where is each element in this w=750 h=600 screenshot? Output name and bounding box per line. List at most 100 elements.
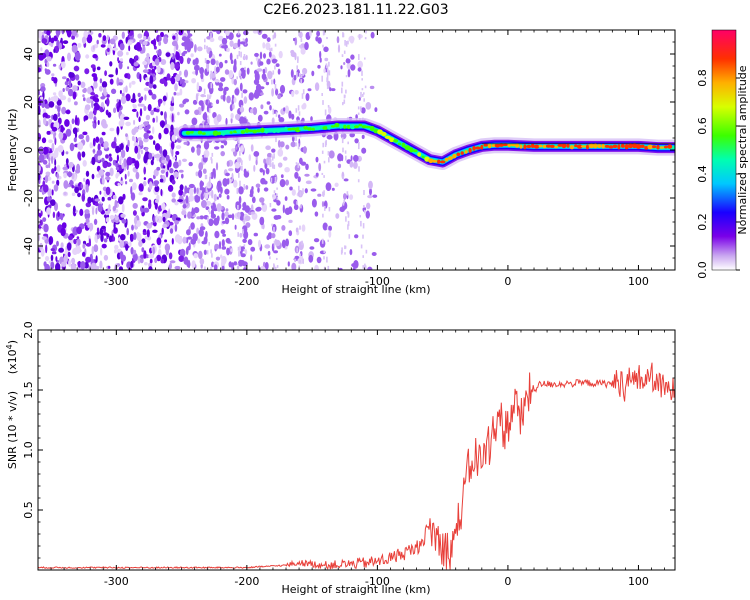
heatmap-cell xyxy=(43,223,49,233)
heatmap-cell xyxy=(269,105,272,111)
heatmap-cell xyxy=(85,184,89,193)
heatmap-cell xyxy=(177,236,183,245)
heatmap-cell xyxy=(260,265,265,270)
heatmap-cell xyxy=(178,169,184,173)
heatmap-cell xyxy=(266,37,271,42)
heatmap-cell xyxy=(94,104,100,111)
heatmap-cell xyxy=(220,145,224,149)
heatmap-cell xyxy=(266,101,271,105)
heatmap-cell xyxy=(227,70,230,75)
heatmap-cell xyxy=(82,131,88,136)
heatmap-cell xyxy=(323,175,325,178)
heatmap-cell xyxy=(218,193,222,198)
heatmap-cell xyxy=(664,145,668,149)
heatmap-cell xyxy=(51,251,57,255)
heatmap-cell xyxy=(100,247,103,256)
heatmap-cell xyxy=(597,144,602,148)
heatmap-cell xyxy=(179,88,183,96)
heatmap-cell xyxy=(269,161,271,167)
heatmap-cell xyxy=(41,99,46,108)
heatmap-cell xyxy=(102,123,108,129)
heatmap-cell xyxy=(301,240,303,246)
heatmap-cell xyxy=(311,70,315,77)
heatmap-cell xyxy=(310,188,317,192)
heatmap-cell xyxy=(323,46,329,53)
heatmap-cell xyxy=(115,145,120,154)
heatmap-cell xyxy=(350,64,356,71)
heatmap-cell xyxy=(300,38,303,42)
heatmap-cell xyxy=(57,145,64,153)
heatmap-cell xyxy=(168,208,171,217)
heatmap-cell xyxy=(77,43,82,48)
heatmap-cell xyxy=(357,112,360,115)
heatmap-cell xyxy=(203,249,207,255)
heatmap-cell xyxy=(99,78,103,84)
heatmap-cell xyxy=(217,35,224,41)
heatmap-cell xyxy=(193,253,198,259)
heatmap-cell xyxy=(199,258,205,265)
heatmap-cell xyxy=(397,142,402,146)
heatmap-cell xyxy=(91,156,96,166)
heatmap-cell xyxy=(118,82,123,86)
heatmap-cell xyxy=(85,170,90,177)
heatmap-cell xyxy=(81,36,87,44)
heatmap-cell xyxy=(243,218,246,223)
heatmap-cell xyxy=(76,236,80,240)
heatmap-cell xyxy=(74,101,78,106)
heatmap-cell xyxy=(254,52,259,57)
heatmap-cell xyxy=(81,151,86,158)
heatmap-cell xyxy=(181,210,187,216)
heatmap-cell xyxy=(344,252,346,255)
heatmap-cell xyxy=(297,176,301,183)
colorbar: 0.0 0.2 0.4 0.6 0.8 Normalized spectral ampl… xyxy=(696,29,749,279)
heatmap-cell xyxy=(247,239,253,246)
heatmap-cell xyxy=(361,147,367,154)
heatmap-cell xyxy=(612,144,618,148)
heatmap-cell xyxy=(238,172,240,178)
heatmap-cell xyxy=(87,86,93,95)
heatmap-cell xyxy=(279,179,286,188)
heatmap-cell xyxy=(178,255,185,262)
heatmap-cell xyxy=(102,35,107,42)
heatmap-cell xyxy=(343,99,346,104)
heatmap-cell xyxy=(125,85,128,93)
heatmap-cell xyxy=(196,187,199,194)
heatmap-cell xyxy=(337,44,341,53)
heatmap-cell xyxy=(220,229,226,235)
heatmap-cell xyxy=(169,168,174,174)
heatmap-cell xyxy=(170,62,175,70)
heatmap-cell xyxy=(318,162,322,172)
heatmap-cell xyxy=(253,232,258,237)
heatmap-cell xyxy=(117,182,120,187)
heatmap-cell xyxy=(237,246,240,251)
heatmap-cell xyxy=(71,35,75,40)
heatmap-cell xyxy=(302,258,304,264)
heatmap-cell xyxy=(241,92,243,98)
heatmap-cell xyxy=(178,189,184,196)
heatmap-cell xyxy=(221,37,228,45)
heatmap-cell xyxy=(222,93,226,102)
heatmap-cell xyxy=(357,106,360,110)
heatmap-cell xyxy=(56,240,59,247)
heatmap-cell xyxy=(154,154,158,158)
heatmap-cell xyxy=(345,89,347,94)
heatmap-cell xyxy=(53,184,59,192)
heatmap-cell xyxy=(125,93,131,102)
heatmap-cell xyxy=(546,144,551,148)
heatmap-cell xyxy=(48,236,52,246)
heatmap-cell xyxy=(329,87,332,92)
heatmap-cell xyxy=(74,52,81,61)
heatmap-cell xyxy=(193,207,200,214)
heatmap-cell xyxy=(295,162,298,165)
heatmap-cell xyxy=(95,136,100,143)
heatmap-cell xyxy=(296,247,298,253)
heatmap-cell xyxy=(179,248,186,258)
heatmap-cell xyxy=(364,263,366,269)
heatmap-cell xyxy=(276,193,278,197)
heatmap-cell xyxy=(215,66,220,73)
heatmap-cell xyxy=(358,142,360,146)
spectrogram-x-ticks: -300 -200 -100 0 100 xyxy=(50,30,665,288)
heatmap-cell xyxy=(163,127,169,135)
heatmap-cell xyxy=(240,145,244,153)
